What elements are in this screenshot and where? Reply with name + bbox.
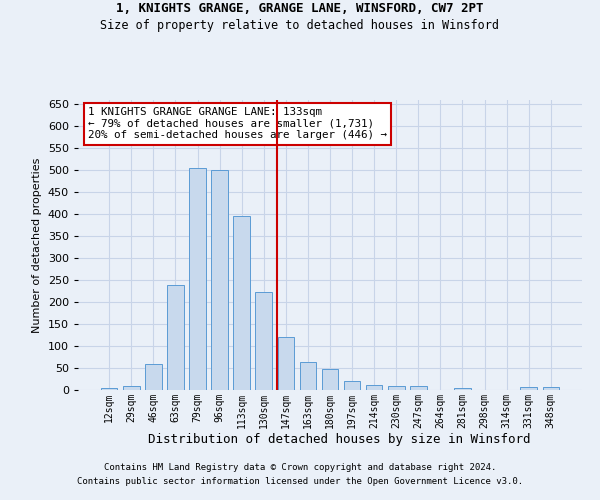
Bar (520, 387, 537, 390)
Bar (256, 292, 272, 390)
Bar (366, 384, 382, 390)
Y-axis label: Number of detached properties: Number of detached properties (32, 158, 42, 332)
Bar (233, 216, 250, 390)
Text: 1 KNIGHTS GRANGE GRANGE LANE: 133sqm
← 79% of detached houses are smaller (1,731: 1 KNIGHTS GRANGE GRANGE LANE: 133sqm ← 7… (88, 108, 387, 140)
Bar (278, 338, 294, 390)
Bar (454, 388, 471, 390)
Bar (167, 286, 184, 390)
Bar (410, 386, 427, 390)
Bar (299, 362, 316, 390)
Bar (322, 370, 338, 390)
Bar (211, 170, 228, 390)
Bar (123, 386, 140, 390)
Text: 1, KNIGHTS GRANGE, GRANGE LANE, WINSFORD, CW7 2PT: 1, KNIGHTS GRANGE, GRANGE LANE, WINSFORD… (116, 2, 484, 16)
Text: Distribution of detached houses by size in Winsford: Distribution of detached houses by size … (148, 432, 530, 446)
Bar (145, 364, 161, 390)
Bar (344, 381, 361, 390)
Bar (189, 168, 206, 390)
Text: Size of property relative to detached houses in Winsford: Size of property relative to detached ho… (101, 18, 499, 32)
Bar (388, 386, 404, 390)
Bar (542, 387, 559, 390)
Bar (101, 388, 118, 390)
Text: Contains public sector information licensed under the Open Government Licence v3: Contains public sector information licen… (77, 477, 523, 486)
Text: Contains HM Land Registry data © Crown copyright and database right 2024.: Contains HM Land Registry data © Crown c… (104, 464, 496, 472)
